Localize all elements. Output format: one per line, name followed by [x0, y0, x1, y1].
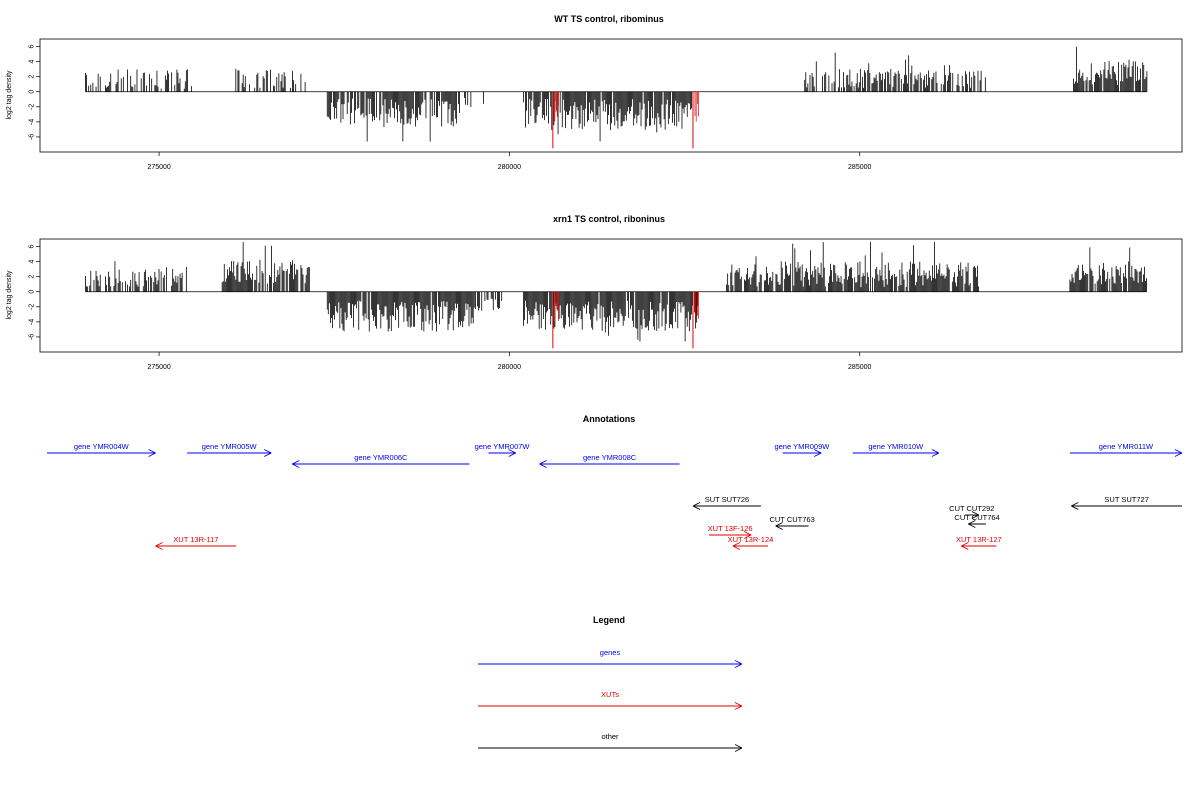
y-tick-label: 0	[29, 290, 36, 294]
feature-arrow	[852, 449, 940, 457]
y-tick-label: -4	[29, 319, 36, 325]
feature-label: XUT 13R-124	[728, 535, 774, 544]
y-tick-label: -2	[29, 104, 36, 110]
x-tick-label: 280000	[498, 364, 521, 371]
feature-arrow	[1071, 502, 1182, 510]
y-axis-label: log2 tag density	[6, 70, 13, 120]
feature-label: gene YMR010W	[868, 442, 924, 451]
feature-arrow	[968, 520, 986, 528]
feature-arrow	[732, 542, 768, 550]
annotations-title: Annotations	[583, 414, 636, 424]
density-bars	[85, 242, 1147, 349]
feature-arrow	[539, 460, 680, 468]
feature-arrow	[709, 531, 752, 539]
y-tick-label: 4	[29, 260, 36, 264]
feature-label: gene YMR006C	[354, 453, 408, 462]
feature-label: SUT SUT727	[1104, 495, 1148, 504]
feature-arrow	[782, 449, 822, 457]
feature-label: CUT CUT292	[949, 504, 994, 513]
x-tick-label: 275000	[147, 364, 170, 371]
feature-arrow	[692, 502, 761, 510]
annotations-track: Annotations gene YMR004W gene YMR005Wgene…	[47, 414, 1183, 550]
wt-density-panel: WT TS control, ribominus log2 tag densit…	[6, 14, 1183, 171]
feature-arrow	[1069, 449, 1183, 457]
feature-label: gene YMR007W	[475, 442, 531, 451]
legend-label: genes	[600, 648, 621, 657]
feature-label: CUT CUT764	[954, 513, 999, 522]
plot-frame	[39, 38, 1183, 153]
x-tick-label: 280000	[498, 164, 521, 171]
legend-arrow	[478, 744, 743, 752]
legend-items: genes XUTs other	[478, 648, 743, 752]
legend: Legend genes XUTs other	[478, 615, 743, 752]
xrn1-density-panel: xrn1 TS control, riboninus log2 tag dens…	[6, 214, 1183, 371]
feature-label: XUT 13F-126	[708, 524, 753, 533]
x-tick-label: 285000	[848, 364, 871, 371]
feature-label: gene YMR008C	[583, 453, 637, 462]
x-tick-label: 275000	[147, 164, 170, 171]
axes: 6 4 2 0 -2 -4 -6 275000 280000 285000	[29, 238, 1183, 371]
feature-label: XUT 13R-117	[173, 535, 218, 544]
feature-arrows: gene YMR004W gene YMR005W gene YMR006C gene…	[47, 442, 1183, 550]
feature-arrow	[187, 449, 272, 457]
legend-label: XUTs	[601, 690, 619, 699]
feature-label: gene YMR004W	[74, 442, 130, 451]
y-tick-label: -4	[29, 119, 36, 125]
feature-label: CUT CUT763	[769, 515, 814, 524]
y-tick-label: 2	[29, 275, 36, 279]
y-tick-label: 0	[29, 90, 36, 94]
feature-label: gene YMR009W	[774, 442, 830, 451]
feature-arrow	[47, 449, 156, 457]
x-tick-label: 285000	[848, 164, 871, 171]
feature-arrow	[964, 511, 980, 519]
density-bars	[85, 46, 1148, 149]
legend-arrow	[478, 660, 743, 668]
y-tick-label: -6	[29, 334, 36, 340]
feature-arrow	[961, 542, 997, 550]
legend-title: Legend	[593, 615, 625, 625]
feature-arrow	[155, 542, 237, 550]
feature-arrow	[775, 522, 809, 530]
feature-label: XUT 13R-127	[956, 535, 1002, 544]
feature-label: SUT SUT726	[705, 495, 749, 504]
y-tick-label: 4	[29, 60, 36, 64]
legend-label: other	[601, 732, 619, 741]
y-tick-label: -6	[29, 134, 36, 140]
feature-arrow	[488, 449, 516, 457]
axes: 6 4 2 0 -2 -4 -6 275000 280000 285000	[29, 38, 1183, 171]
y-tick-label: -2	[29, 304, 36, 310]
feature-label: gene YMR011W	[1099, 442, 1154, 451]
panel-title: xrn1 TS control, riboninus	[553, 214, 665, 224]
feature-arrow	[292, 460, 470, 468]
legend-arrow	[478, 702, 743, 710]
y-tick-label: 6	[29, 44, 36, 48]
plot-frame	[39, 238, 1183, 353]
y-tick-label: 6	[29, 244, 36, 248]
y-axis-label: log2 tag density	[6, 270, 13, 320]
y-tick-label: 2	[29, 75, 36, 79]
feature-label: gene YMR005W	[202, 442, 258, 451]
panel-title: WT TS control, ribominus	[554, 14, 664, 24]
